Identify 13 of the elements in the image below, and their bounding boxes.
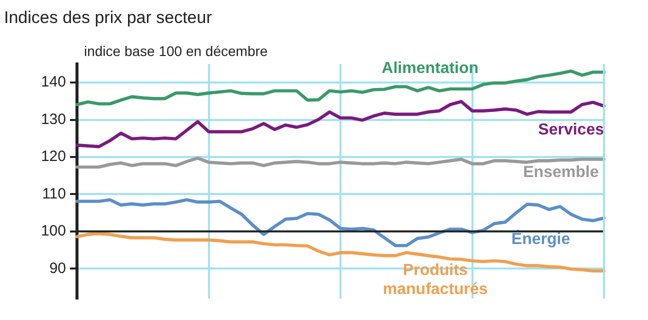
series-label: Alimentation (382, 60, 479, 77)
series-label: Produits manufacturés (382, 262, 488, 298)
chart-title: Indices des prix par secteur (4, 8, 212, 27)
y-tick-label: 120 (40, 148, 66, 166)
y-tick-label: 110 (42, 185, 66, 202)
y-tick-label: 130 (40, 110, 66, 128)
y-tick-label: 90 (49, 260, 66, 277)
series-label: Services (538, 122, 604, 139)
y-tick-label: 100 (40, 222, 66, 240)
y-axis-title: indice base 100 en décembre (84, 43, 268, 59)
series-label: Énergie (511, 229, 570, 248)
y-tick-label: 140 (40, 74, 66, 91)
series-label: Ensemble (523, 164, 599, 182)
